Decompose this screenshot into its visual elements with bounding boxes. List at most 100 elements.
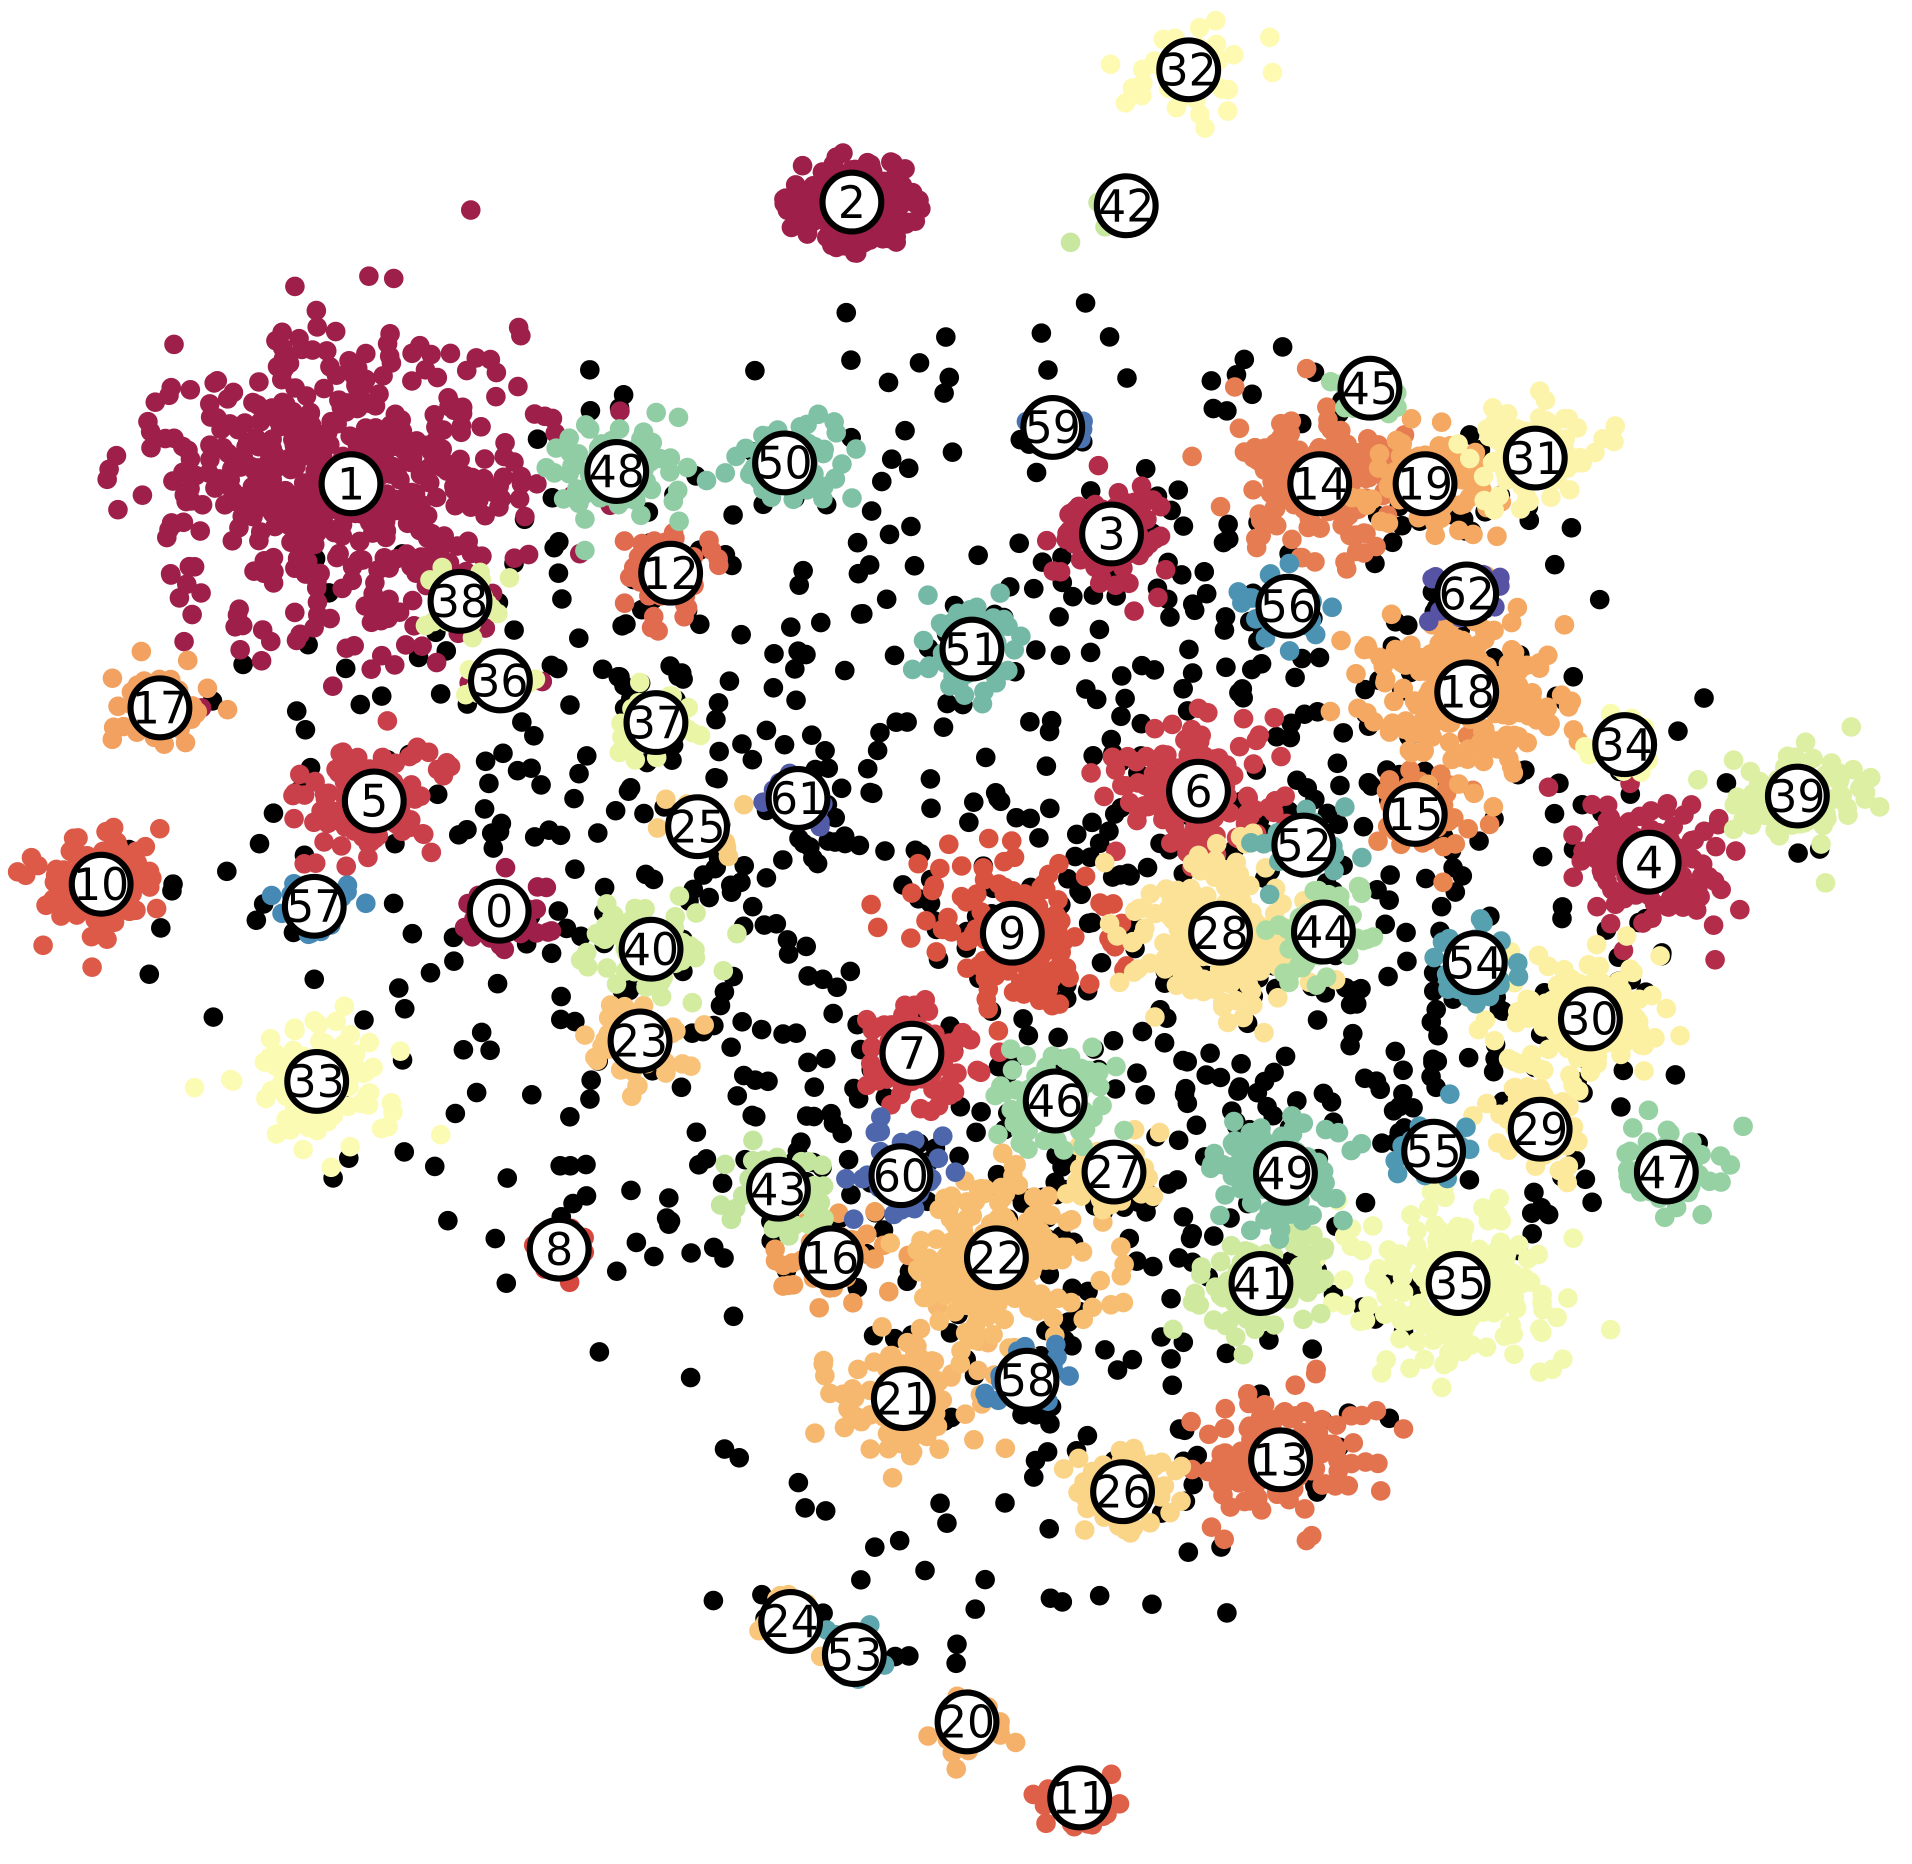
cluster-1-point [474, 449, 495, 469]
cluster-1-point [267, 356, 288, 377]
cluster-1-point [246, 428, 266, 448]
cluster-21-point [886, 1431, 906, 1451]
cluster-22-point [965, 1191, 986, 1212]
cluster-10-point [82, 957, 102, 977]
cluster-19-point [1450, 495, 1471, 515]
cluster-21-point [848, 1359, 868, 1380]
cluster-22-point [945, 1257, 966, 1277]
noise-point [564, 788, 584, 809]
cluster-31-point [1530, 381, 1550, 401]
cluster-1-point [494, 446, 515, 467]
cluster-6-point [1233, 708, 1254, 729]
cluster-18-point [1417, 685, 1438, 705]
cluster-1-point [320, 608, 340, 629]
noise-point [1058, 869, 1078, 889]
noise-point [815, 740, 835, 761]
cluster-6-point [1081, 763, 1101, 783]
cluster-1-point [140, 421, 161, 442]
cluster-35-point [1418, 1198, 1439, 1219]
noise-point [930, 1493, 950, 1514]
cluster-18-point [1414, 740, 1435, 761]
noise-point [798, 966, 818, 986]
noise-point [1397, 951, 1417, 972]
cluster-1-point [445, 495, 466, 516]
noise-point [1272, 337, 1293, 357]
cluster-13-point [1326, 1415, 1347, 1435]
cluster-1-point [163, 471, 183, 491]
noise-point [1111, 666, 1132, 686]
noise-point [1538, 1204, 1559, 1225]
cluster-0-point [527, 877, 548, 897]
noise-point [1218, 514, 1238, 535]
cluster-18-point [1475, 734, 1495, 755]
cluster-30-point [1523, 1055, 1544, 1076]
noise-point [804, 1077, 825, 1097]
noise-point [444, 951, 464, 971]
noise-point [644, 1246, 664, 1267]
noise-point [884, 645, 905, 666]
noise-point [453, 1040, 474, 1060]
cluster-5-point [294, 785, 315, 805]
cluster-6-point [1094, 786, 1114, 807]
cluster-5-point [377, 711, 398, 731]
noise-point [742, 896, 763, 917]
noise-point [613, 385, 634, 405]
noise-point [786, 690, 806, 711]
noise-point [921, 798, 941, 819]
cluster-18-point [1382, 713, 1403, 733]
cluster-35-point [1509, 1235, 1529, 1255]
cluster-1-point [508, 317, 529, 338]
noise-point [1120, 866, 1140, 886]
cluster-17-point [102, 729, 123, 750]
cluster-13-point [1214, 1529, 1235, 1550]
cluster-7-point [960, 1029, 981, 1050]
cluster-35-point [1542, 1359, 1563, 1380]
cluster-23-point [592, 1036, 612, 1057]
cluster-6-point [1271, 746, 1291, 767]
noise-point [1180, 1228, 1201, 1249]
cluster-4-point [1703, 915, 1724, 935]
noise-point [751, 1019, 772, 1040]
noise-point [1083, 745, 1103, 766]
cluster-26-point [1154, 1476, 1175, 1496]
noise-point [1178, 1542, 1199, 1562]
noise-point [1186, 1115, 1207, 1136]
cluster-35-point [1600, 1319, 1621, 1340]
cluster-16-point [783, 1275, 804, 1295]
noise-point [620, 778, 641, 798]
cluster-22-point [951, 1341, 971, 1361]
cluster-3-point [1059, 504, 1079, 525]
noise-point [263, 803, 284, 824]
cluster-31-point [1558, 409, 1579, 429]
cluster-13-point [1341, 1453, 1362, 1474]
cluster-35-point [1414, 1349, 1435, 1370]
cluster-9-point [1064, 927, 1085, 947]
cluster-18-point [1397, 652, 1417, 673]
noise-point [568, 628, 589, 648]
cluster-35-point [1505, 1295, 1526, 1316]
cluster-14-point [1282, 529, 1302, 550]
cluster-1-point [145, 392, 166, 412]
cluster-1-point [412, 636, 432, 656]
cluster-1-point [456, 479, 477, 500]
noise-point [745, 1070, 766, 1090]
cluster-1-point [515, 506, 535, 527]
cluster-33-point [363, 1057, 383, 1078]
noise-point [662, 750, 682, 770]
cluster-9-point [922, 880, 943, 901]
cluster-1-point [132, 485, 153, 505]
cluster-33-point [220, 1069, 241, 1090]
noise-point [1379, 890, 1399, 910]
cluster-1-point [248, 458, 269, 478]
noise-point [496, 1273, 517, 1294]
cluster-1-point [249, 372, 269, 392]
cluster-1-point [373, 366, 393, 386]
noise-point [485, 1228, 506, 1249]
cluster-14-point [1305, 552, 1325, 572]
cluster-2-point [833, 143, 853, 163]
cluster-1-point [160, 563, 181, 584]
cluster-18-point [1348, 698, 1368, 719]
noise-point [756, 720, 777, 741]
noise-point [714, 1439, 735, 1459]
cluster-33-point [390, 1041, 411, 1061]
